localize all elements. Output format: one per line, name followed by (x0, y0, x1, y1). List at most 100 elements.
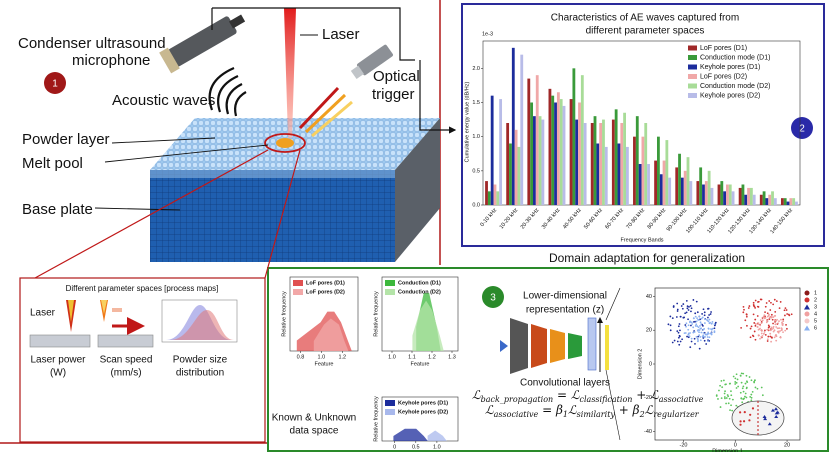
scatter-dot (707, 331, 709, 334)
scatter-dot (750, 396, 753, 399)
bar (596, 143, 600, 205)
scatter-dot (697, 335, 700, 338)
scatter-dot (692, 317, 695, 320)
scatter-dot (707, 320, 710, 323)
scatter-dot (696, 311, 699, 314)
bar (786, 201, 790, 205)
bar (780, 198, 784, 205)
legend-label: 3 (814, 304, 817, 310)
label: distribution (176, 368, 224, 379)
bar (506, 123, 510, 205)
label: Convolutional layers (520, 378, 610, 389)
scatter-dot (734, 383, 737, 385)
x-tick-label: 0 (734, 442, 737, 448)
scatter-dot (750, 325, 753, 328)
legend-label: Conduction (D1) (398, 280, 441, 286)
scatter-dot (724, 390, 726, 393)
bar (675, 167, 679, 205)
scatter-dot (707, 327, 710, 330)
bar (792, 198, 796, 205)
laser-beam (284, 8, 296, 138)
bar (647, 164, 650, 205)
legend-label: Conduction mode (D1) (700, 54, 770, 61)
scatter-dot (754, 338, 757, 341)
scatter-dot (678, 323, 681, 325)
scatter-dot (766, 319, 769, 322)
legend-swatch (385, 409, 395, 415)
label: Lower-dimensional (523, 291, 607, 302)
legend-label: Conduction mode (D2) (700, 83, 770, 90)
panel-2-box (461, 3, 825, 247)
scatter-dot (756, 387, 759, 390)
scatter-dot (745, 380, 748, 383)
scatter-dot (726, 394, 729, 396)
badge-label: 2 (799, 124, 805, 135)
scatter-dot (697, 326, 700, 329)
scatter-dot (764, 333, 767, 336)
scatter-dot (703, 314, 706, 317)
scatter-dot (775, 335, 778, 338)
y-axis-label: Relative frequency (281, 291, 287, 337)
scatter-dot (751, 390, 754, 393)
scatter-dot (704, 336, 706, 338)
scatter-dot (697, 340, 699, 343)
melt-pool (276, 138, 294, 148)
scatter-dot (730, 394, 733, 397)
scatter-dot (786, 313, 789, 315)
scatter-dot (678, 343, 681, 346)
scatter-dot (707, 307, 709, 310)
scatter-dot (756, 326, 759, 328)
scatter-dot (688, 305, 690, 308)
scatter-dot (676, 330, 679, 333)
scatter-dot (739, 374, 742, 377)
x-axis-label: Dimension 1 (712, 448, 743, 452)
legend-marker (804, 290, 810, 296)
scatter-dot (710, 311, 712, 313)
scatter-dot (688, 335, 691, 338)
bar (569, 99, 573, 205)
x-tick-label: 20-30 kHz (520, 207, 541, 230)
scatter-dot (708, 318, 711, 321)
scatter-dot (735, 381, 738, 384)
scatter-dot (728, 397, 731, 400)
bar (633, 136, 636, 205)
scatter-dot (765, 302, 768, 304)
bar (678, 153, 681, 205)
base-plate-front (150, 170, 395, 262)
scatter-dot (779, 301, 782, 303)
scatter-dot (742, 398, 745, 401)
scatter-dot (760, 335, 763, 338)
label: microphone (72, 52, 150, 69)
legend-marker (804, 311, 810, 317)
scatter-dot (775, 339, 778, 342)
scatter-dot (679, 315, 682, 318)
bar (668, 177, 672, 205)
legend-swatch (688, 64, 697, 70)
equation-symbol: ℒ (568, 403, 577, 417)
scatter-dot (782, 318, 785, 321)
label: Known & Unknown (272, 413, 357, 424)
legend-swatch (688, 55, 697, 60)
scatter-dot (698, 319, 700, 321)
scatter-dot (754, 324, 757, 327)
bar (641, 136, 645, 205)
scatter-dot (752, 335, 755, 338)
scatter-dot (676, 340, 679, 343)
scatter-dot (754, 323, 757, 326)
scatter-dot (708, 314, 711, 316)
label: data space (290, 426, 339, 437)
bar (493, 184, 497, 205)
scatter-dot (761, 319, 764, 322)
y-tick-label: 1.5 (472, 100, 480, 106)
label: Acoustic waves (112, 92, 215, 109)
scatter-dot (682, 303, 685, 305)
scatter-dot (700, 317, 703, 320)
bar (485, 181, 488, 205)
panel-1: 1 Condenser ultrasound microphone Laser … (18, 7, 457, 379)
powder-layer-surface (150, 118, 440, 170)
scatter-dot (753, 322, 756, 324)
scatter-dot (762, 333, 765, 335)
bar (720, 181, 724, 205)
scatter-dot (786, 327, 788, 330)
bar (602, 119, 605, 205)
